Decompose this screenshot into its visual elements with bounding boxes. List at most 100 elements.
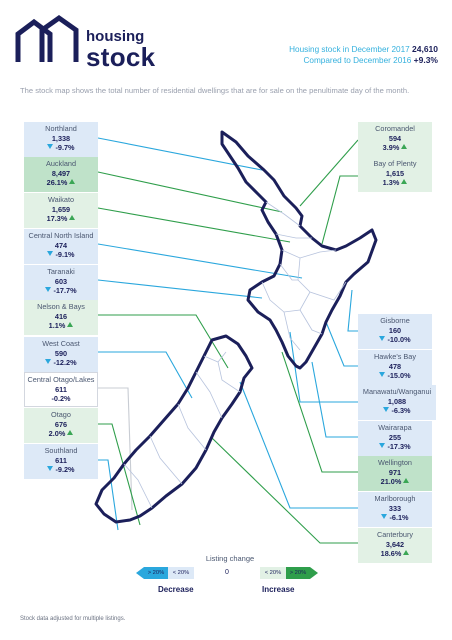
region-box-southland: Southland 611 -9.2%	[24, 444, 98, 479]
region-box-bay-of-plenty: Bay of Plenty 1,615 1.3%	[358, 157, 432, 192]
arrow-up-icon	[69, 215, 76, 221]
region-box-taranaki: Taranaki 603 -17.7%	[24, 265, 98, 300]
region-change: -9.1%	[55, 250, 75, 260]
region-value: 594	[388, 133, 402, 143]
region-value: 1,615	[385, 168, 405, 178]
logo-line1: housing	[86, 28, 145, 45]
arrow-down-icon	[379, 372, 386, 378]
region-value: 8,497	[51, 168, 71, 178]
summary-value-1: 24,610	[412, 44, 438, 54]
region-value: 676	[54, 419, 68, 429]
leader-westcoast	[98, 351, 193, 399]
region-name: West Coast	[42, 339, 80, 348]
region-value: 1,659	[51, 204, 71, 214]
region-value: 474	[54, 240, 68, 250]
region-change: 17.3%	[46, 214, 68, 224]
legend-arrows-icon	[136, 567, 318, 579]
leader-hawkes	[325, 321, 358, 367]
leader-southland	[98, 459, 119, 531]
leader-coromandel	[299, 139, 359, 207]
region-box-manawatu-wanganui: Manawatu/Wanganui 1,088 -6.3%	[358, 385, 436, 420]
region-change: -6.3%	[391, 406, 411, 416]
region-value: 611	[55, 384, 67, 394]
region-value: 3,642	[385, 539, 405, 549]
region-value: 611	[55, 455, 67, 465]
summary-line-1: Housing stock in December 2017 24,610	[289, 44, 438, 54]
region-change: 1.3%	[382, 178, 400, 188]
arrow-down-icon	[47, 251, 54, 257]
south-island	[94, 334, 254, 524]
region-change: 21.0%	[380, 477, 402, 487]
region-box-auckland: Auckland 8,497 26.1%	[24, 157, 98, 192]
region-box-coromandel: Coromandel 594 3.9%	[358, 122, 432, 157]
arrow-up-icon	[69, 179, 76, 185]
region-name: Northland	[45, 124, 77, 133]
arrow-up-icon	[401, 144, 408, 150]
region-value: 971	[388, 467, 402, 477]
north-island	[220, 130, 378, 370]
region-box-central-north-island: Central North Island 474 -9.1%	[24, 229, 98, 264]
summary-label-1: Housing stock in December 2017	[289, 45, 410, 54]
arrow-up-icon	[403, 550, 410, 556]
region-change: 18.6%	[380, 549, 402, 559]
region-box-west-coast: West Coast 590 -12.2%	[24, 337, 98, 372]
arrow-down-icon	[47, 144, 54, 150]
region-change: 1.1%	[48, 321, 66, 331]
region-change: 2.0%	[48, 429, 66, 439]
region-name: Auckland	[45, 159, 77, 168]
region-name: Taranaki	[47, 267, 75, 276]
legend-bar: > 20% < 20% 0 < 20% > 20%	[136, 567, 318, 579]
summary-value-2: +9.3%	[413, 55, 438, 65]
legend-dec-big: > 20%	[147, 570, 165, 576]
arrow-up-icon	[67, 430, 74, 436]
region-box-marlborough: Marlborough 333 -6.1%	[358, 492, 432, 527]
house-outline-icon	[15, 14, 79, 62]
leader-nelson	[98, 314, 229, 369]
region-name: Wellington	[378, 458, 412, 467]
region-value: 333	[388, 503, 402, 513]
arrow-down-icon	[45, 287, 52, 293]
region-change: -12.2%	[53, 358, 77, 368]
region-value: 603	[54, 276, 68, 286]
arrow-down-icon	[379, 336, 386, 342]
arrow-up-icon	[401, 179, 408, 185]
region-box-gisborne: Gisborne 160 -10.0%	[358, 314, 432, 349]
region-value: 160	[388, 325, 402, 335]
leader-otago	[98, 423, 141, 526]
region-value: 1,088	[387, 396, 407, 406]
arrow-down-icon	[45, 359, 52, 365]
region-value: 416	[54, 311, 68, 321]
intro-text: The stock map shows the total number of …	[20, 86, 410, 95]
summary-label-2: Compared to December 2016	[303, 56, 412, 65]
region-name: Marlborough	[374, 494, 416, 503]
housing-stock-logo: housing stock	[14, 12, 184, 72]
region-box-central-otago-lakes: Central Otago/Lakes 611 -0.2%	[24, 372, 98, 407]
leader-waikato	[97, 207, 291, 243]
region-box-canterbury: Canterbury 3,642 18.6%	[358, 528, 432, 563]
leader-cotago	[98, 387, 133, 511]
region-box-northland: Northland 1,338 -9.7%	[24, 122, 98, 157]
arrow-down-icon	[383, 407, 390, 413]
region-value: 1,338	[51, 133, 71, 143]
arrow-up-icon	[403, 478, 410, 484]
logo-line2: stock	[86, 42, 156, 72]
region-name: Canterbury	[376, 530, 414, 539]
legend-title: Listing change	[205, 554, 255, 563]
region-name: Southland	[44, 446, 78, 455]
region-box-wellington: Wellington 971 21.0%	[358, 456, 432, 491]
legend-inc-big: > 20%	[289, 570, 307, 576]
region-change: -17.3%	[387, 442, 411, 452]
region-name: Waikato	[47, 195, 75, 204]
region-change: -17.7%	[53, 286, 77, 296]
region-name: Hawke's Bay	[374, 352, 416, 361]
region-change: -0.2%	[51, 394, 71, 404]
region-change: -15.0%	[387, 371, 411, 381]
region-name: Nelson & Bays	[37, 302, 85, 311]
legend-increase-label: Increase	[262, 585, 295, 594]
legend-dec-small: < 20%	[172, 570, 190, 576]
arrow-up-icon	[67, 322, 74, 328]
legend-inc-small: < 20%	[264, 570, 282, 576]
region-box-wairarapa: Wairarapa 255 -17.3%	[358, 421, 432, 456]
leader-canterbury	[211, 437, 358, 544]
